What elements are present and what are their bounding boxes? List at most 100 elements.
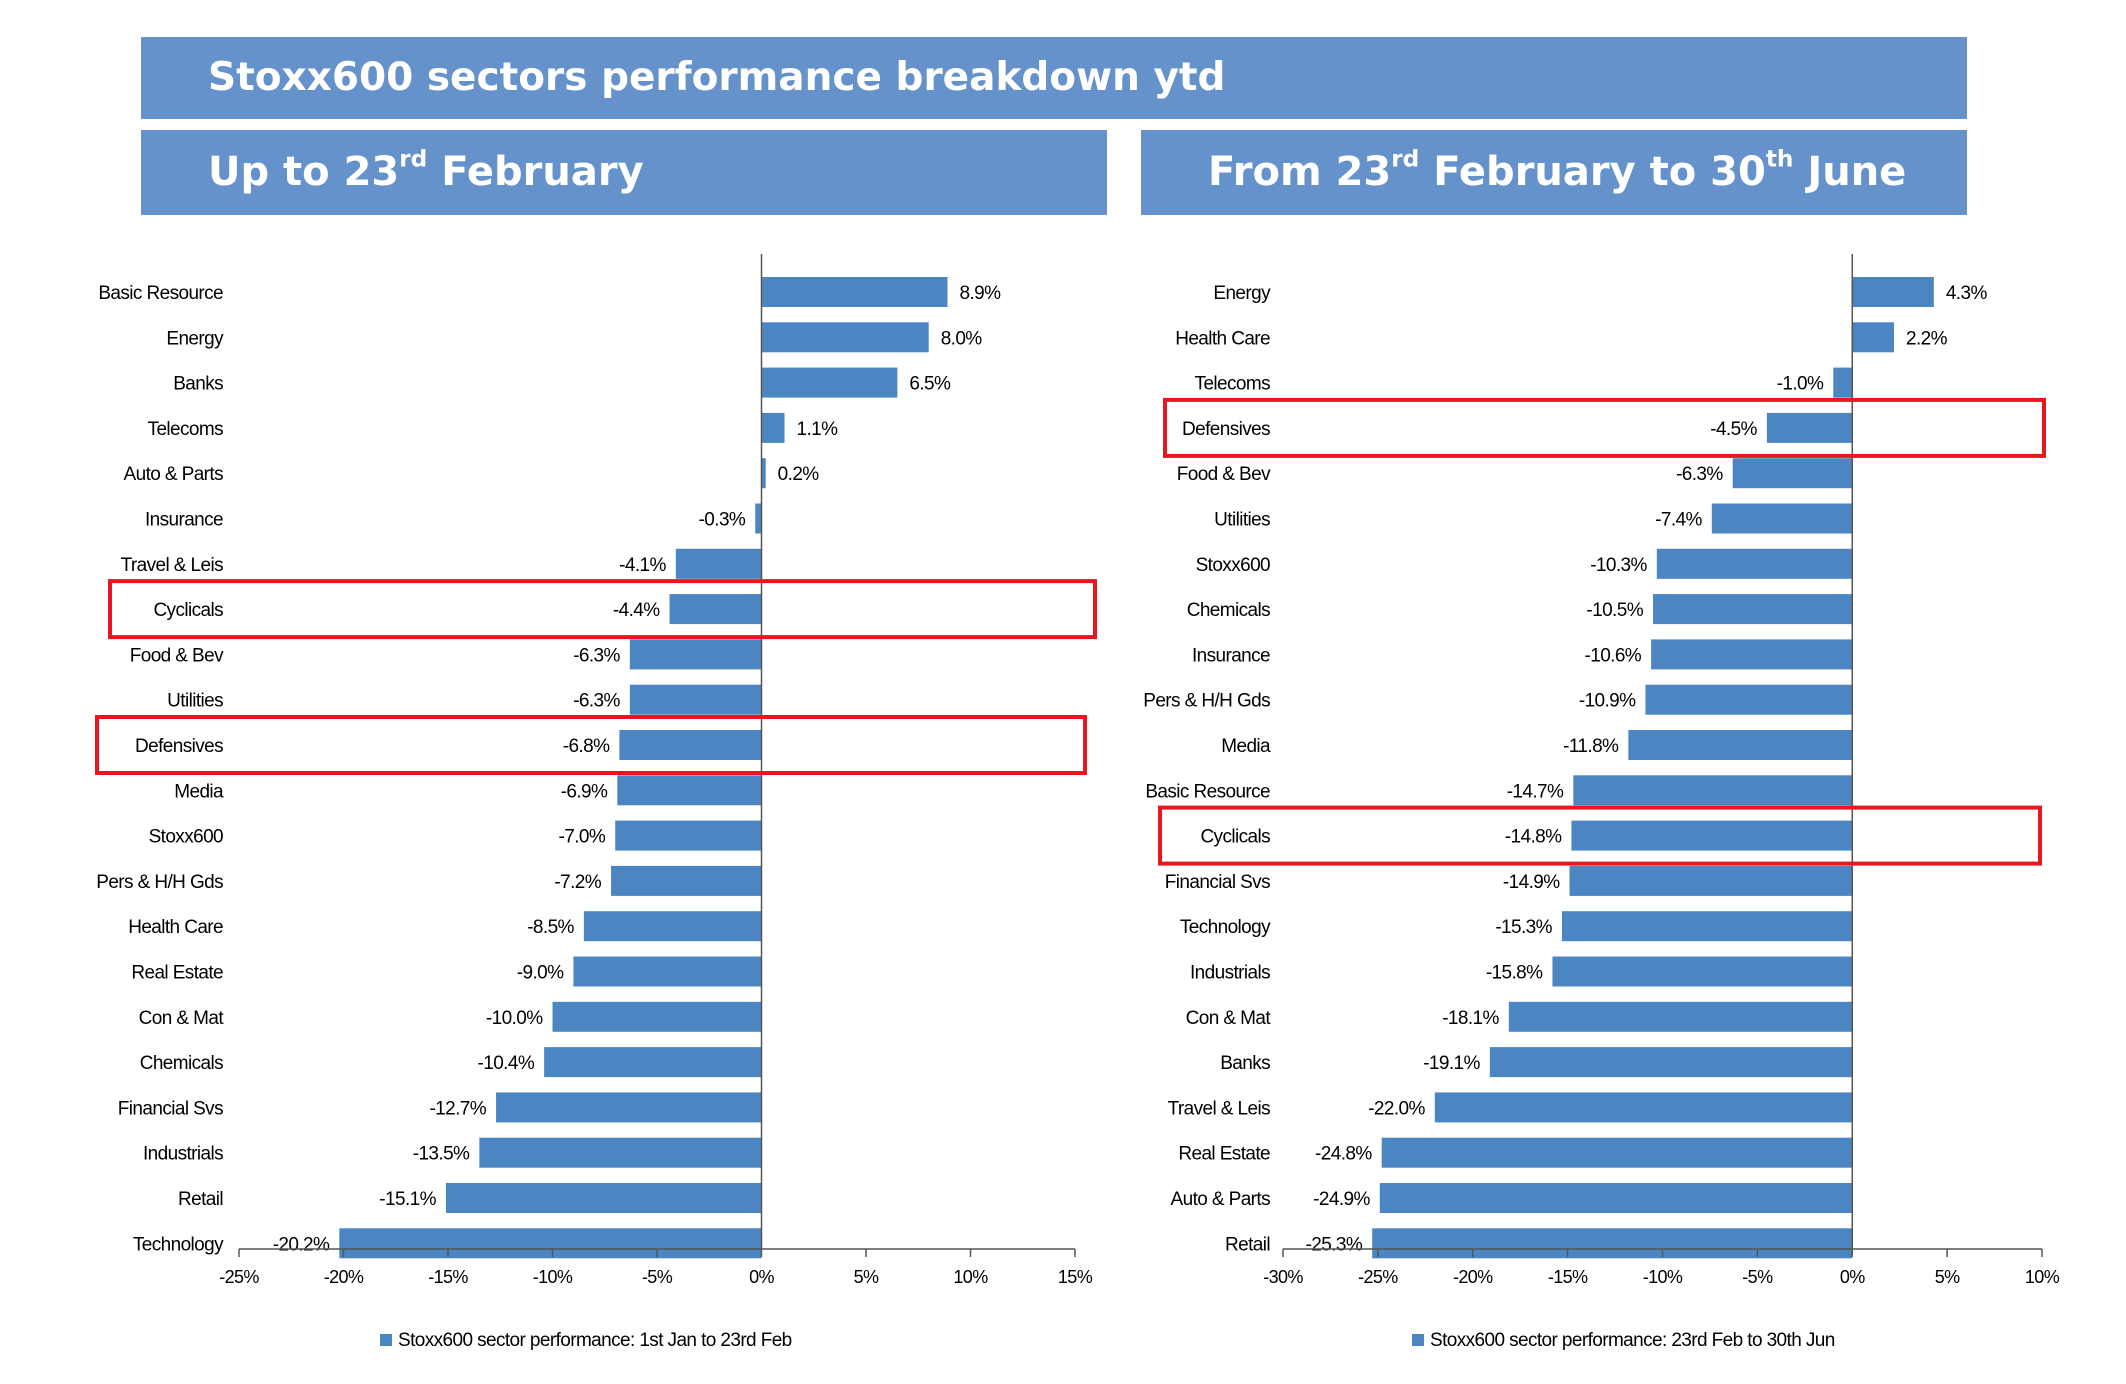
left-value-label: -12.7% [429,1098,486,1119]
left-bar [615,820,762,851]
right-value-label: -18.1% [1442,1008,1499,1029]
right-bar [1651,639,1853,670]
left-category-label: Chemicals [140,1053,223,1074]
left-category-label: Financial Svs [118,1098,223,1119]
left-x-tick-label: 5% [854,1267,879,1287]
left-value-label: -7.0% [559,827,606,848]
right-category-label: Health Care [1175,328,1270,349]
left-panel-header: Up to 23rd February [141,130,1107,215]
right-category-label: Media [1221,736,1271,757]
left-bar [619,730,762,760]
right-category-label: Travel & Leis [1168,1098,1270,1119]
right-header-sup: rd [1391,145,1420,173]
right-category-label: Insurance [1192,645,1270,666]
right-bar [1569,865,1853,896]
right-category-label: Stoxx600 [1196,555,1270,576]
right-category-label: Cyclicals [1200,827,1270,848]
left-value-label: 8.0% [941,328,983,349]
left-bar [761,367,898,398]
left-highlight-box [95,715,1087,775]
left-x-tick-label: 10% [953,1267,988,1287]
left-value-label: -10.0% [486,1008,543,1029]
left-category-label: Media [174,781,224,802]
left-bar [675,548,762,579]
right-x-tick-label: -25% [1358,1267,1398,1287]
left-bar [544,1047,762,1078]
right-bar [1434,1092,1853,1123]
left-value-label: -10.4% [478,1053,535,1074]
left-x-tick-label: 0% [749,1267,774,1287]
left-bar [761,322,929,353]
right-bar [1656,548,1853,579]
left-x-tick-label: -5% [642,1267,673,1287]
right-bar [1561,911,1853,942]
left-legend-swatch [380,1334,392,1346]
left-value-label: -20.2% [273,1234,330,1255]
right-category-label: Banks [1220,1053,1270,1074]
right-value-label: 4.3% [1946,283,1988,304]
right-bar [1379,1183,1853,1213]
right-value-label: -14.7% [1507,781,1564,802]
right-bar [1852,277,1934,307]
right-bar [1508,1001,1853,1032]
left-header-sup: rd [399,145,428,173]
right-category-label: Industrials [1190,963,1270,984]
right-value-label: -10.9% [1579,691,1636,712]
right-bar [1732,458,1853,489]
left-bar [496,1092,762,1123]
left-value-label: -15.1% [379,1189,436,1210]
right-legend-label: Stoxx600 sector performance: 23rd Feb to… [1430,1330,1835,1351]
page-title-text: Stoxx600 sectors performance breakdown y… [208,55,1226,100]
right-category-label: Defensives [1182,419,1270,440]
left-category-label: Travel & Leis [121,555,223,576]
left-value-label: -6.9% [561,781,608,802]
left-bar [629,684,762,715]
right-value-label: -10.3% [1590,555,1647,576]
left-category-label: Pers & H/H Gds [96,872,223,893]
right-highlight-box [1158,805,2042,866]
left-value-label: 8.9% [960,283,1002,304]
right-value-label: -6.3% [1676,464,1723,485]
left-bar [755,503,762,534]
left-category-label: Food & Bev [130,645,224,666]
left-bar [445,1183,762,1213]
left-x-tick-label: -10% [533,1267,573,1287]
right-category-label: Retail [1225,1234,1270,1255]
left-value-label: 6.5% [909,374,951,395]
right-bar [1628,730,1853,760]
right-header-post: June [1793,149,1907,195]
right-x-tick-label: 5% [1935,1267,1960,1287]
left-header-post: February [427,149,644,195]
right-category-label: Food & Bev [1177,464,1271,485]
right-panel-header: From 23rd February to 30th June [1141,130,1967,215]
right-value-label: -24.9% [1313,1189,1370,1210]
left-category-label: Utilities [167,691,223,712]
left-category-label: Cyclicals [153,600,223,621]
left-value-label: -6.8% [563,736,610,757]
left-value-label: -4.4% [613,600,660,621]
left-value-label: 1.1% [796,419,838,440]
left-bar [573,956,762,987]
right-bar [1833,367,1853,398]
left-category-label: Real Estate [131,963,223,984]
right-bar [1645,684,1853,715]
right-header-sup2: th [1765,145,1794,173]
right-category-label: Financial Svs [1165,872,1270,893]
left-category-label: Insurance [145,510,223,531]
right-x-tick-label: -10% [1643,1267,1683,1287]
right-category-label: Real Estate [1178,1144,1270,1165]
right-bar [1653,594,1853,625]
right-category-label: Chemicals [1187,600,1270,621]
right-bar [1573,775,1853,806]
right-category-label: Con & Mat [1186,1008,1272,1029]
left-bar [583,911,762,942]
right-category-label: Basic Resource [1145,781,1270,802]
left-bar [339,1228,762,1259]
right-value-label: -14.8% [1505,827,1562,848]
right-x-tick-label: -30% [1263,1267,1303,1287]
left-bar [761,458,766,489]
left-category-label: Stoxx600 [149,827,223,848]
right-x-tick-label: -5% [1742,1267,1773,1287]
right-value-label: -19.1% [1423,1053,1480,1074]
left-value-label: -6.3% [573,691,620,712]
